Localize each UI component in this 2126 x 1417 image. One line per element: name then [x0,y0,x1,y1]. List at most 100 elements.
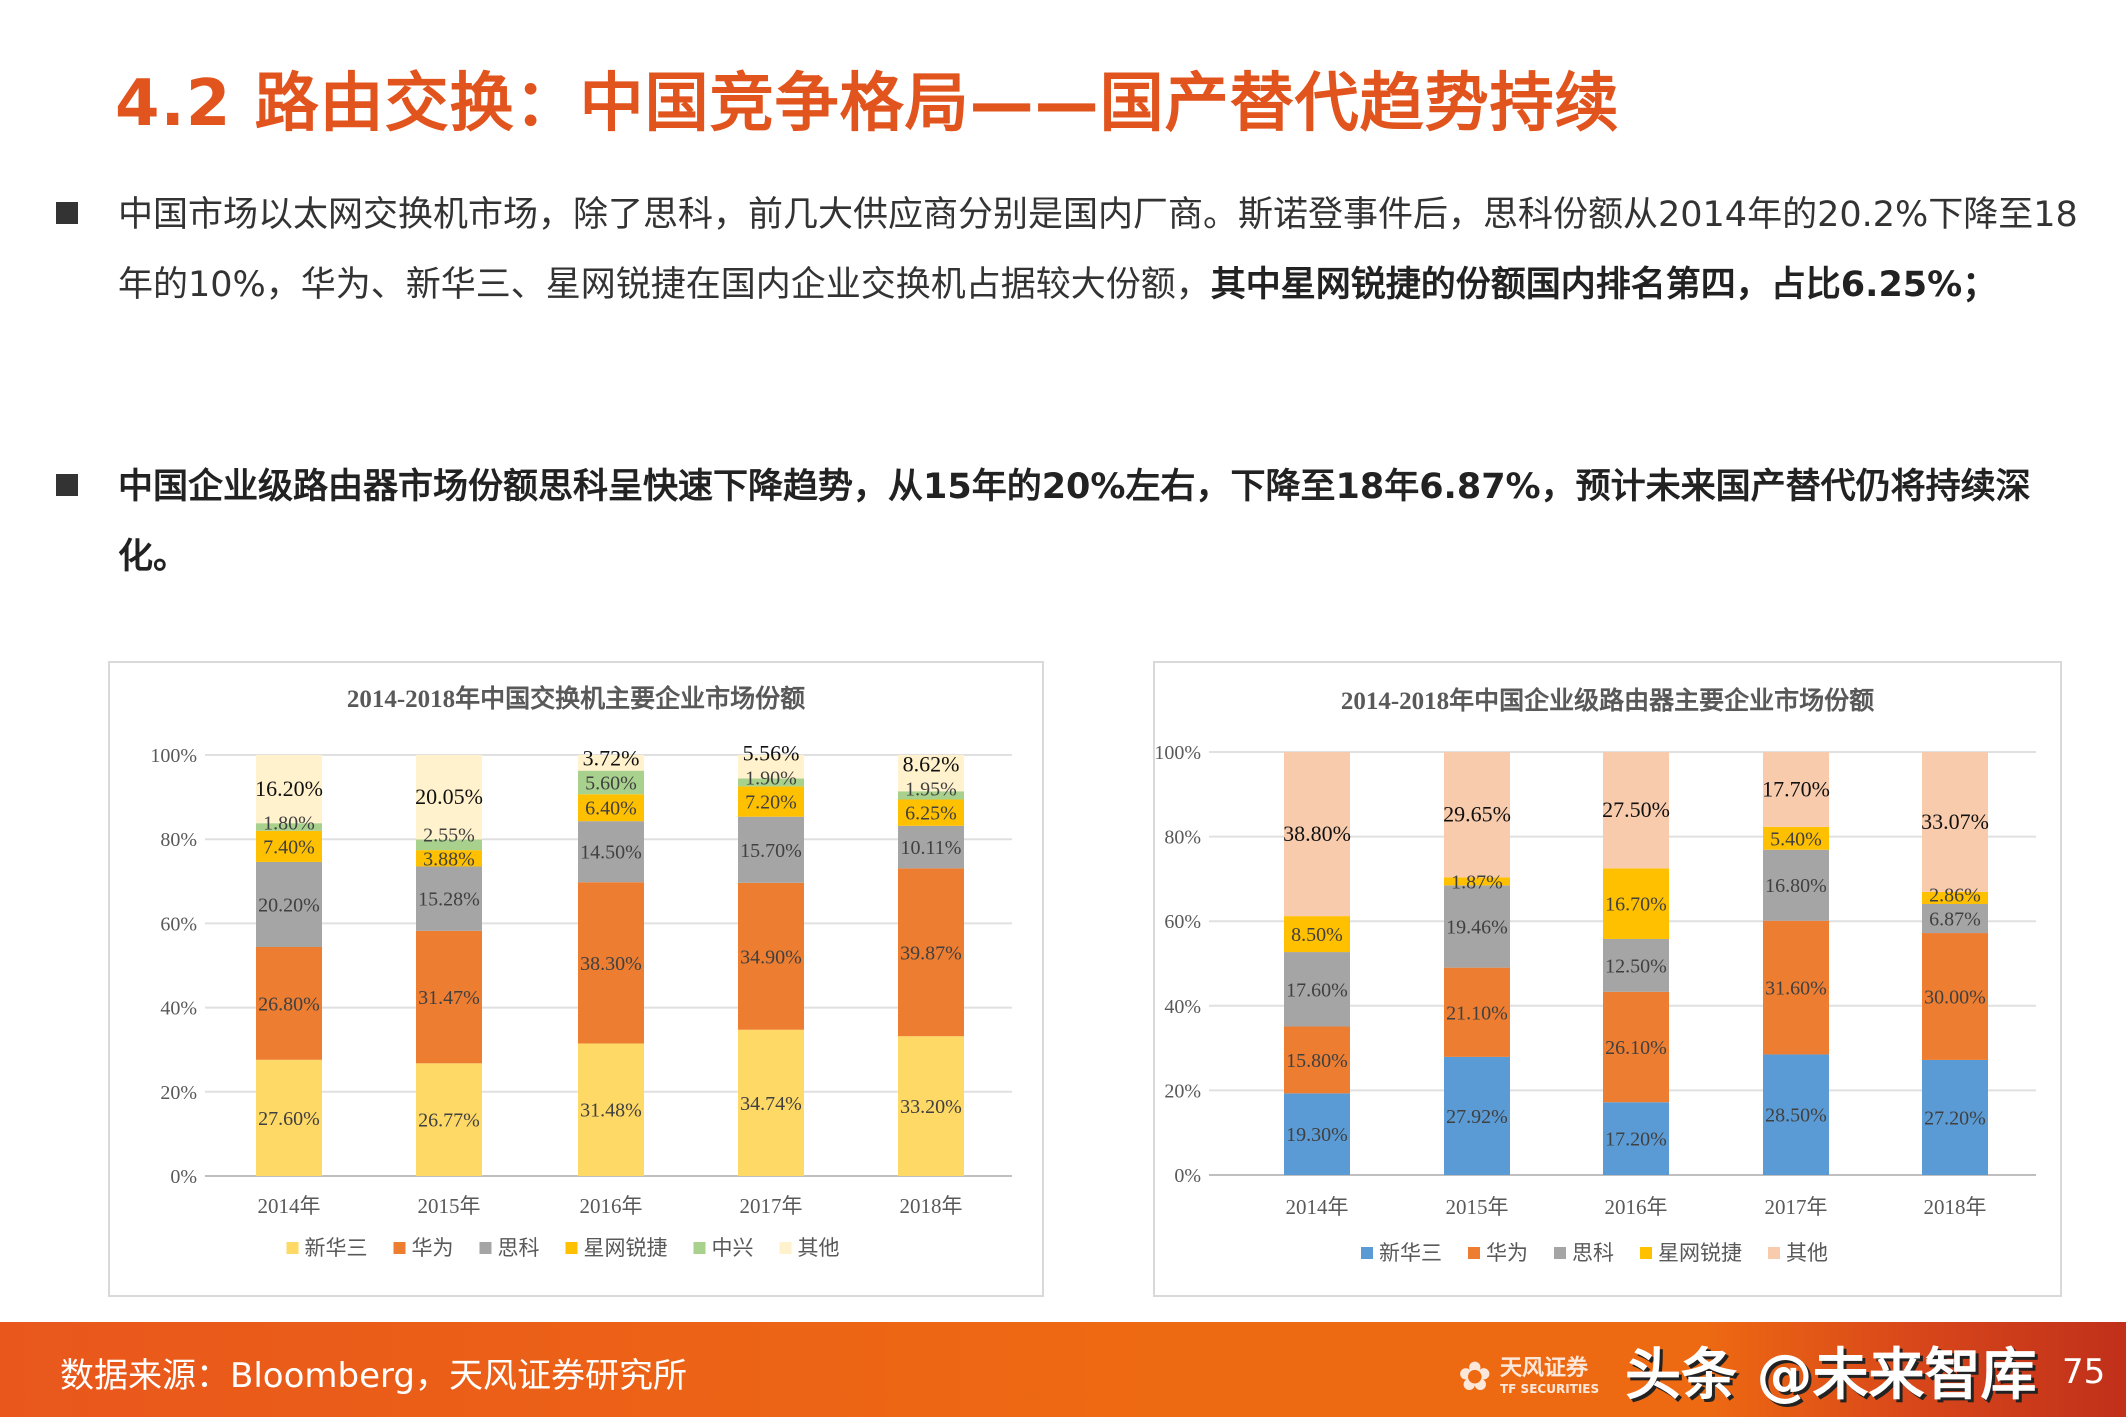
legend-label: 思科 [1572,1241,1614,1265]
data-label: 16.20% [255,776,323,801]
data-label: 17.70% [1762,776,1830,801]
legend-swatch [1468,1247,1480,1259]
data-label: 6.87% [1929,909,1981,931]
data-label: 7.20% [745,792,797,814]
bar-segment [1603,1102,1669,1175]
y-tick-label: 80% [1164,827,1201,849]
x-tick-label: 2016年 [1605,1195,1668,1219]
bar-segment [1922,752,1988,892]
x-tick-label: 2015年 [1446,1195,1509,1219]
x-tick-label: 2014年 [258,1194,321,1218]
legend-swatch [565,1242,578,1254]
bar-segment [1284,952,1350,1027]
x-tick-label: 2017年 [740,1194,803,1218]
legend-label: 华为 [412,1236,454,1260]
bar-segment [1603,991,1669,1103]
bar-segment [1922,891,1988,904]
bar-segment [416,850,482,867]
legend-swatch [1554,1247,1566,1259]
bar-segment [898,868,964,1037]
legend-swatch [693,1242,706,1254]
x-tick-label: 2015年 [418,1194,481,1218]
bar-segment [416,866,482,931]
legend-label: 其他 [1786,1241,1828,1265]
data-label: 1.87% [1451,871,1503,893]
data-label: 14.50% [580,842,642,864]
router-market-share-chart: 2014-2018年中国企业级路由器主要企业市场份额 0% 20% 40% 60% 80%… [1153,661,2062,1297]
data-label: 12.50% [1605,955,1667,977]
x-tick-label: 2017年 [1765,1195,1828,1219]
bar-segment [898,825,964,869]
data-label: 20.20% [258,894,320,916]
bar-segment [1603,752,1669,869]
bar-segment [578,794,644,822]
y-tick-label: 100% [150,745,197,767]
bar-segment [1284,1093,1350,1175]
data-label: 15.70% [740,840,802,862]
data-label: 7.40% [263,836,315,858]
data-label: 39.87% [900,942,962,964]
y-tick-label: 80% [160,829,197,851]
x-tick-label: 2018年 [900,1194,963,1218]
data-label: 33.20% [900,1096,962,1118]
legend-swatch [479,1242,492,1254]
y-tick-label: 60% [1164,911,1201,933]
bar-segment [1284,916,1350,953]
data-label: 26.77% [418,1110,480,1132]
data-label: 8.50% [1291,924,1343,946]
legend-swatch [1361,1247,1373,1259]
legend-label: 思科 [498,1236,540,1260]
data-label: 6.40% [585,798,637,820]
bar-segment [256,830,322,862]
legend-swatch [1768,1247,1780,1259]
bar-segment [738,755,804,779]
bar-segment [578,755,644,771]
data-label: 21.10% [1446,1002,1508,1024]
data-label: 38.30% [580,953,642,975]
data-label: 17.60% [1286,979,1348,1001]
y-tick-label: 0% [170,1166,197,1188]
watermark: 头条 @未来智库 [1625,1343,2037,1408]
data-label: 19.30% [1286,1124,1348,1146]
data-label: 33.07% [1921,809,1989,834]
bar-segment [416,755,482,840]
data-label: 34.90% [740,946,802,968]
footer-bar: 数据来源：Bloomberg，天风证券研究所 ✿ 天风证券 TF SECURIT… [0,1322,2126,1417]
bar-segment [578,770,644,795]
legend-label: 华为 [1486,1241,1528,1265]
router-chart-svg: 2014-2018年中国企业级路由器主要企业市场份额 0% 20% 40% 60% 80%… [1154,686,2036,1265]
bar-segment [898,799,964,826]
bar-segment [1444,877,1510,886]
legend-label: 新华三 [305,1236,368,1260]
bar-segment [898,791,964,800]
legend-label: 星网锐捷 [1658,1241,1742,1265]
bar-segment [1763,752,1829,827]
data-label: 5.60% [585,772,637,794]
data-label: 5.56% [743,741,800,766]
tf-securities-logo: ✿ 天风证券 TF SECURITIES [1458,1350,1599,1400]
data-label: 31.60% [1765,978,1827,1000]
data-label: 3.88% [423,848,475,870]
bullet-square-icon [56,202,78,224]
bullet-1-bold: 其中星网锐捷的份额国内排名第四，占比6.25%； [1210,265,1998,305]
data-label: 2.55% [423,824,475,846]
legend-swatch [393,1242,406,1254]
legend-label: 新华三 [1379,1241,1442,1265]
x-tick-label: 2016年 [580,1194,643,1218]
bar-segment [1763,826,1829,850]
bullet-1-text: 中国市场以太网交换机市场，除了思科，前几大供应商分别是国内厂商。斯诺登事件后，思… [118,195,2078,305]
x-tick-label: 2018年 [1924,1195,1987,1219]
bar-segment [738,816,804,883]
page-title: 4.2 路由交换：中国竞争格局——国产替代趋势持续 [115,67,1620,141]
data-label: 27.60% [258,1108,320,1130]
data-label: 27.50% [1602,797,1670,822]
bar-segment [1444,885,1510,968]
bullet-2-bold: 中国企业级路由器市场份额思科呈快速下降趋势，从15年的20%左右，下降至18年6… [118,467,2031,577]
y-tick-label: 40% [160,998,197,1020]
bar-segment [1763,1054,1829,1175]
page-number: 75 [2062,1352,2106,1392]
y-tick-label: 20% [160,1082,197,1104]
bar-segment [416,1063,482,1176]
y-tick-label: 60% [160,913,197,935]
bar-segment [738,1029,804,1176]
